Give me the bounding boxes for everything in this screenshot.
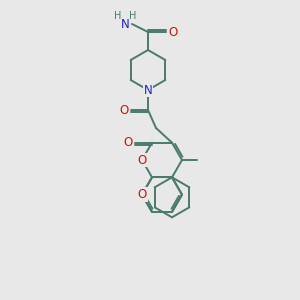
Text: O: O — [137, 188, 147, 201]
Text: O: O — [123, 136, 133, 149]
Text: H: H — [114, 11, 122, 21]
Text: O: O — [168, 26, 178, 38]
Text: O: O — [137, 154, 147, 166]
Text: O: O — [119, 103, 129, 116]
Text: N: N — [144, 83, 152, 97]
Text: H: H — [129, 11, 137, 21]
Text: N: N — [121, 17, 129, 31]
